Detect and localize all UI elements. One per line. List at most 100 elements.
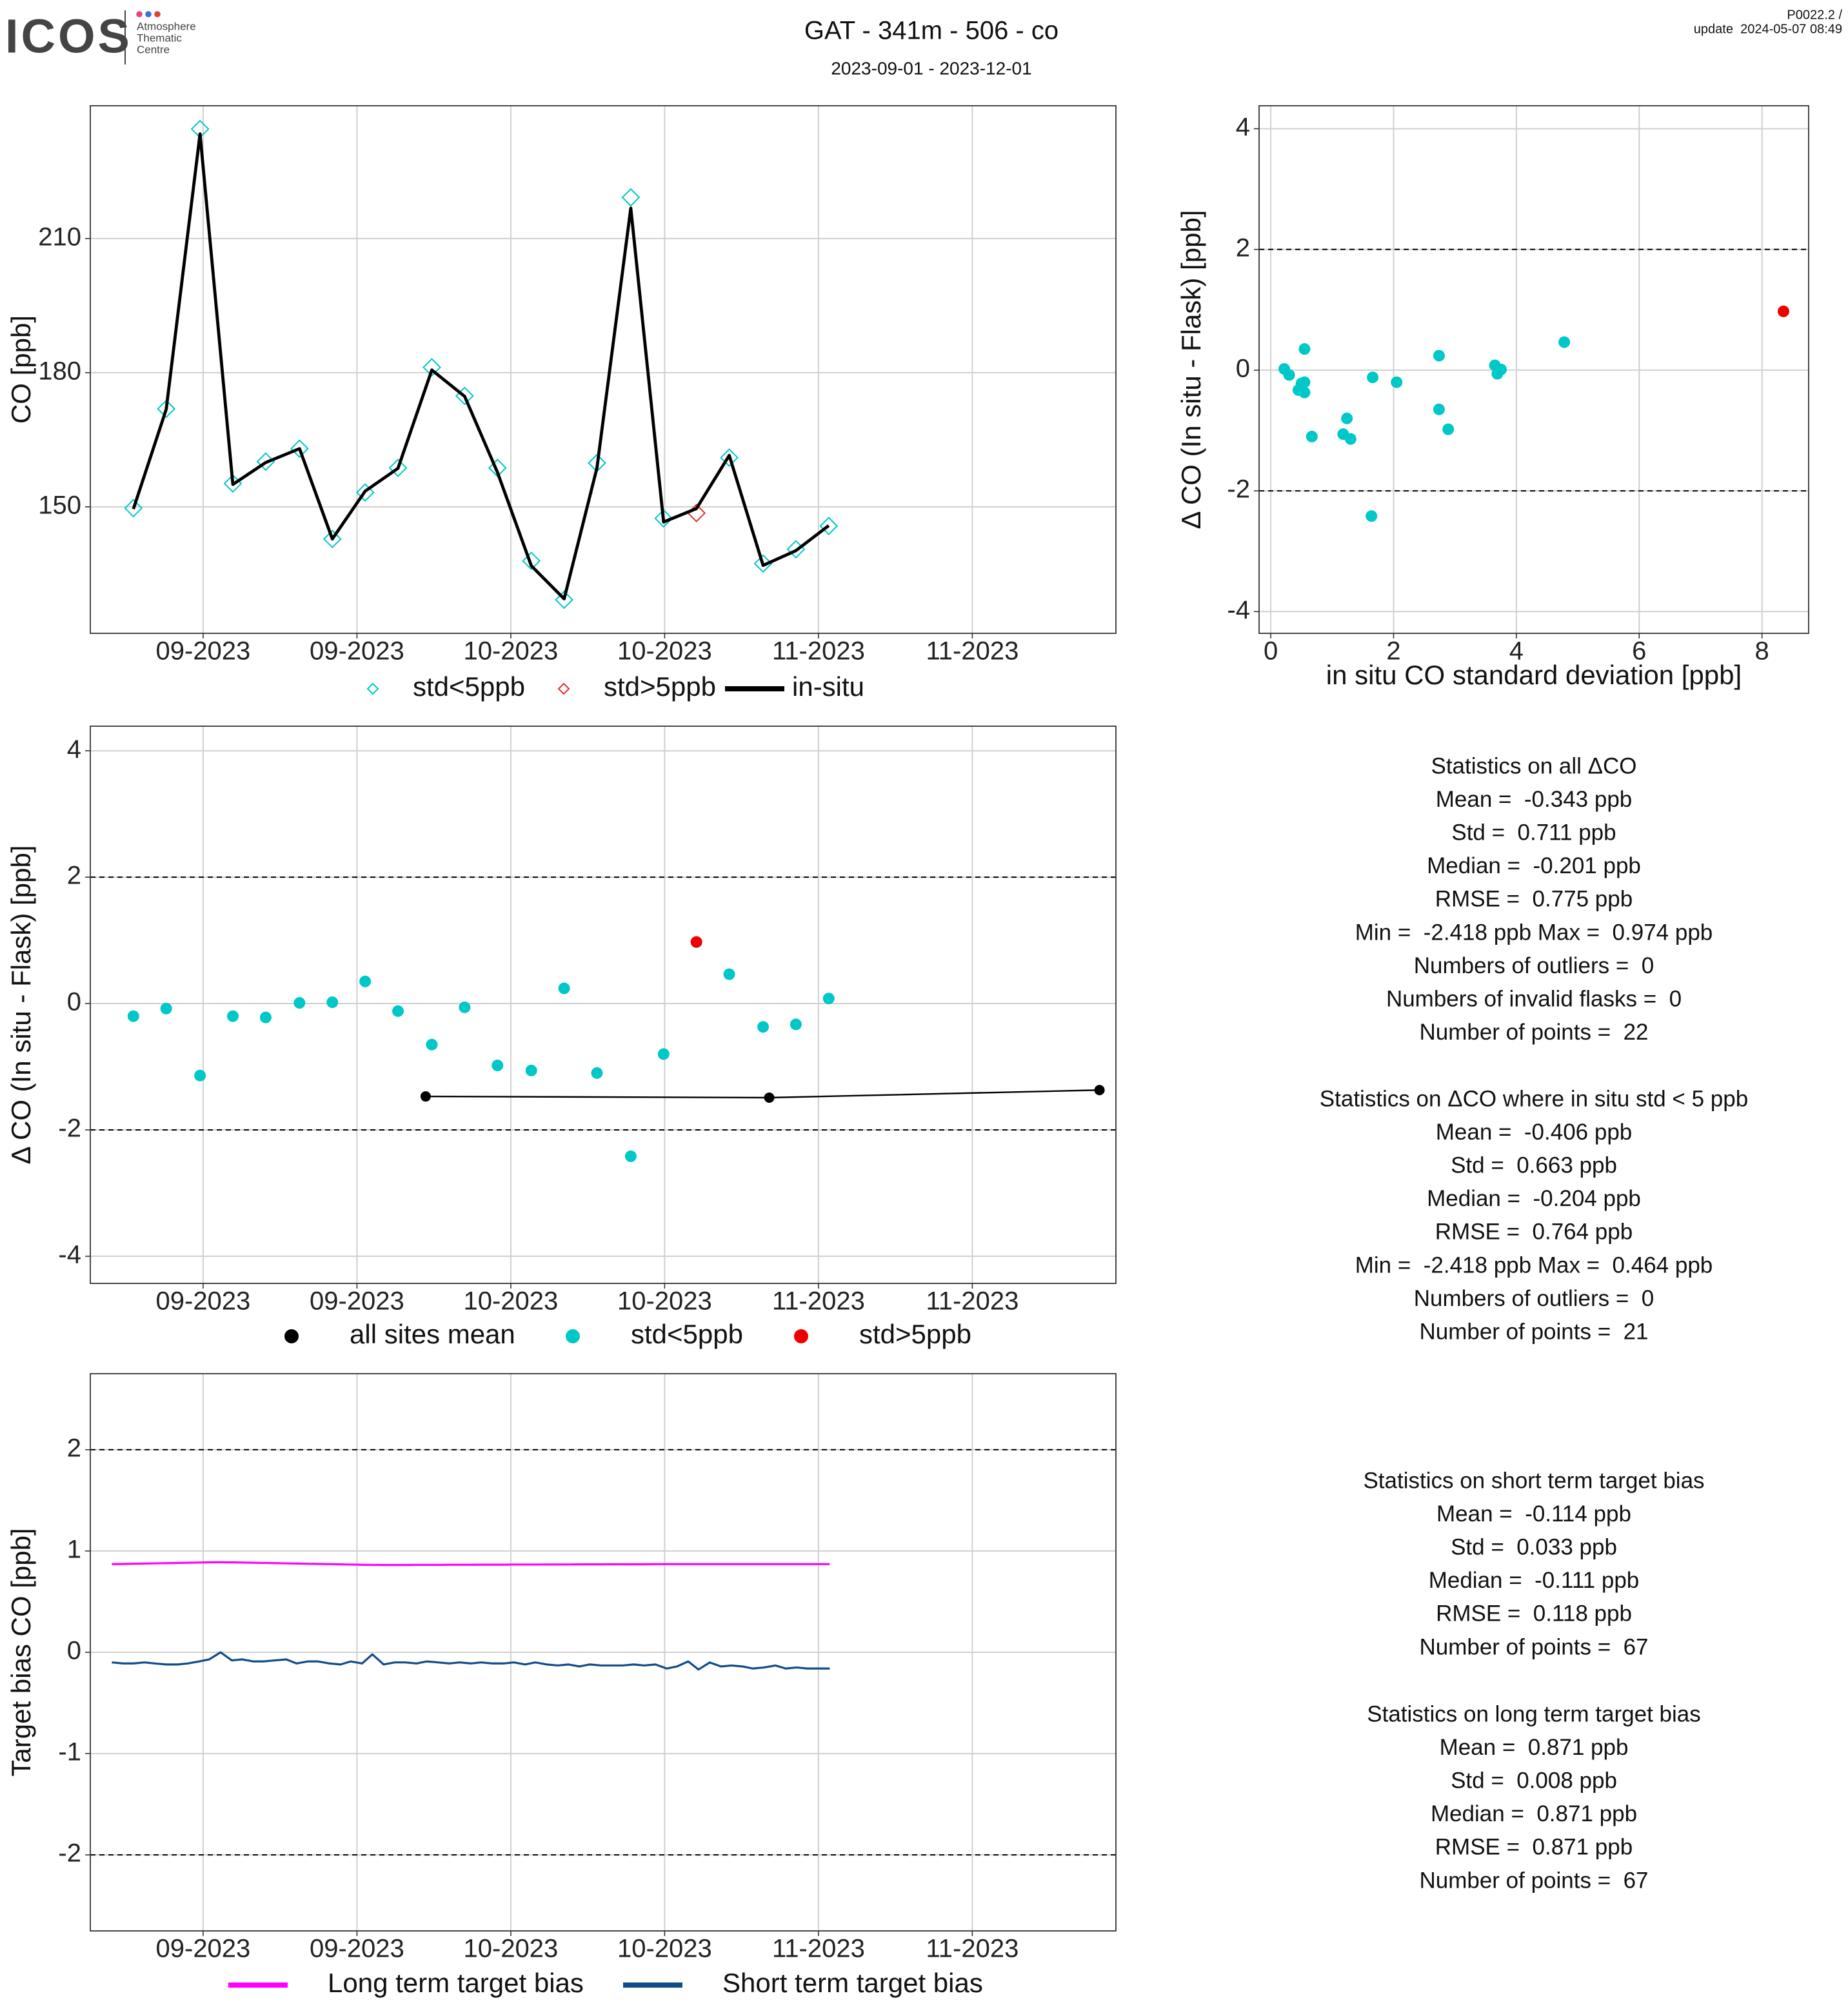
stats-line: Numbers of outliers = 0	[1414, 1286, 1654, 1311]
dot-marker	[259, 1011, 272, 1023]
stats-line: Numbers of outliers = 0	[1414, 953, 1654, 978]
legend-label: std<5ppb	[413, 671, 525, 702]
diamond-marker	[124, 499, 143, 518]
diamond-marker	[720, 448, 739, 467]
x-axis-title: in situ CO standard deviation [ppb]	[1326, 660, 1742, 690]
x-tick-label: 2	[1386, 637, 1400, 666]
x-tick-label: 09-2023	[156, 1287, 251, 1316]
diamond-marker	[290, 439, 309, 459]
diamond-marker	[323, 529, 342, 549]
series-line	[132, 132, 830, 601]
plot-border	[90, 105, 1117, 634]
stats-line: Mean = -0.114 ppb	[1436, 1501, 1631, 1527]
dot-marker	[359, 975, 372, 987]
title: GAT - 341m - 506 - co	[804, 17, 1058, 45]
dot-marker	[127, 1010, 139, 1022]
y-tick-label: 4	[67, 735, 81, 764]
stats-line: Mean = -0.343 ppb	[1436, 787, 1633, 812]
logo-text: Centre	[137, 43, 170, 55]
dot-marker	[525, 1064, 537, 1076]
legend-label: Long term target bias	[328, 1968, 584, 1998]
dot-marker	[426, 1038, 438, 1051]
dot-marker	[657, 1048, 670, 1060]
dot-marker	[1442, 423, 1455, 435]
x-tick-label: 10-2023	[617, 1287, 712, 1316]
x-tick-label: 10-2023	[464, 1287, 559, 1316]
stats-line: Number of points = 21	[1419, 1319, 1648, 1344]
y-tick-label: 1	[67, 1535, 81, 1563]
x-tick-label: 10-2023	[464, 637, 559, 666]
dot-marker	[227, 1010, 239, 1022]
legend-label: std<5ppb	[631, 1319, 743, 1349]
y-tick-label: 0	[67, 1637, 81, 1665]
plot-area	[90, 726, 1116, 1283]
dot-marker	[1341, 412, 1353, 424]
logo-dot	[136, 11, 143, 17]
x-tick-label: 09-2023	[156, 637, 251, 666]
y-axis-title: Target bias CO [ppb]	[6, 1528, 36, 1776]
stats-line: Median = -0.111 ppb	[1429, 1568, 1640, 1593]
diamond-marker	[819, 517, 839, 536]
stats-line: Number of points = 67	[1419, 1868, 1648, 1893]
logo-dot	[154, 11, 161, 17]
y-tick-label: 2	[67, 862, 81, 890]
stats-heading: Statistics on all ΔCO	[1431, 753, 1636, 778]
dot-marker	[1366, 510, 1378, 522]
y-tick-label: -2	[58, 1839, 81, 1868]
dot-marker	[723, 968, 735, 980]
legend-swatch	[557, 682, 570, 695]
dot-marker	[459, 1001, 471, 1013]
dot-marker	[624, 1150, 637, 1162]
y-tick-label: -4	[1227, 596, 1250, 624]
dot-marker	[1298, 343, 1311, 355]
x-tick-label: 11-2023	[772, 637, 865, 666]
y-axis-title: CO [ppb]	[6, 315, 36, 424]
dot-marker	[1391, 376, 1403, 388]
logo-text: Atmosphere	[137, 20, 196, 32]
dot-marker	[1306, 430, 1318, 442]
stats-line: Number of points = 22	[1419, 1020, 1648, 1045]
dot-marker	[1094, 1085, 1105, 1096]
plot-border	[90, 726, 1117, 1284]
stats-line: Std = 0.033 ppb	[1451, 1534, 1617, 1559]
logo-text: Thematic	[137, 32, 182, 44]
y-tick-label: 0	[67, 988, 81, 1016]
dot-marker	[1489, 359, 1501, 371]
diamond-marker	[388, 459, 408, 477]
stats-heading: Statistics on short term target bias	[1363, 1468, 1704, 1493]
diamond-marker	[753, 554, 773, 573]
stats-line: Std = 0.008 ppb	[1451, 1768, 1617, 1793]
dot-marker	[1777, 305, 1789, 317]
y-tick-label: 210	[38, 222, 81, 251]
stats-line: RMSE = 0.764 ppb	[1435, 1220, 1633, 1245]
stats-line: Std = 0.711 ppb	[1451, 820, 1616, 845]
x-tick-label: 10-2023	[464, 1935, 559, 1963]
diamond-marker	[654, 509, 673, 528]
y-tick-label: -2	[58, 1114, 81, 1143]
stats-line: Median = -0.204 ppb	[1427, 1186, 1641, 1211]
stats-line: Mean = 0.871 ppb	[1440, 1735, 1629, 1760]
plot-border	[1258, 105, 1809, 634]
dot-marker	[1337, 428, 1349, 440]
dot-marker	[822, 993, 835, 1005]
y-tick-label: 180	[38, 357, 81, 385]
stats-line: Std = 0.663 ppb	[1451, 1152, 1617, 1178]
update: update 2024-05-07 08:49	[1694, 22, 1842, 36]
x-tick-label: 09-2023	[310, 1287, 404, 1316]
stats-line: RMSE = 0.775 ppb	[1435, 887, 1633, 912]
x-tick-label: 09-2023	[310, 637, 404, 666]
diamond-marker	[621, 188, 641, 207]
legend-label: in-situ	[792, 671, 864, 702]
x-tick-label: 11-2023	[926, 1287, 1018, 1316]
x-tick-label: 10-2023	[617, 637, 712, 666]
y-tick-label: 2	[67, 1434, 81, 1462]
dot-marker	[1433, 403, 1445, 415]
x-tick-label: 11-2023	[926, 1935, 1018, 1963]
x-tick-label: 0	[1264, 637, 1278, 666]
dot-marker	[392, 1005, 404, 1017]
y-axis-title: Δ CO (In situ - Flask) [ppb]	[6, 845, 36, 1165]
x-tick-label: 11-2023	[772, 1935, 865, 1963]
y-tick-label: -1	[58, 1738, 81, 1766]
diamond-marker	[422, 358, 441, 377]
